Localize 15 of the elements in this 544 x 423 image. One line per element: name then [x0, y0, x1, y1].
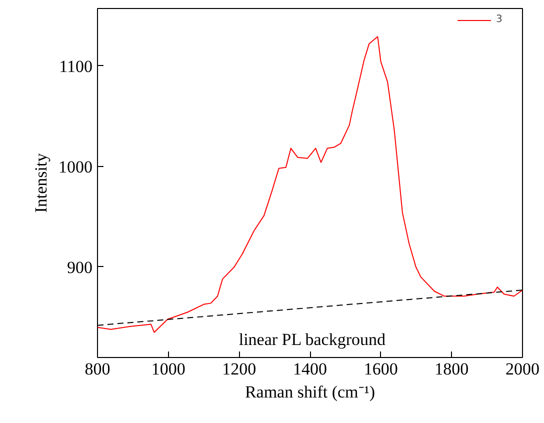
x-tick-label: 800: [84, 360, 110, 378]
x-tick-label: 1400: [293, 360, 327, 378]
x-axis-title: Raman shift (cm⁻¹): [244, 382, 376, 402]
line-series: [98, 36, 522, 333]
y-tick-label: 1000: [58, 157, 92, 176]
x-tick-label: 1600: [364, 360, 398, 378]
x-tick-label: 1200: [222, 360, 256, 378]
x-tick-label: 1000: [151, 360, 186, 378]
x-tick-label: 1800: [434, 360, 469, 378]
legend-label: 3: [496, 14, 504, 25]
annotation: linear PL background: [238, 330, 386, 349]
y-axis-title: Intensity: [32, 152, 50, 213]
x-tick-label: 2000: [506, 360, 540, 378]
y-tick-label: 1100: [59, 56, 93, 76]
y-tick-label: 900: [67, 258, 92, 277]
